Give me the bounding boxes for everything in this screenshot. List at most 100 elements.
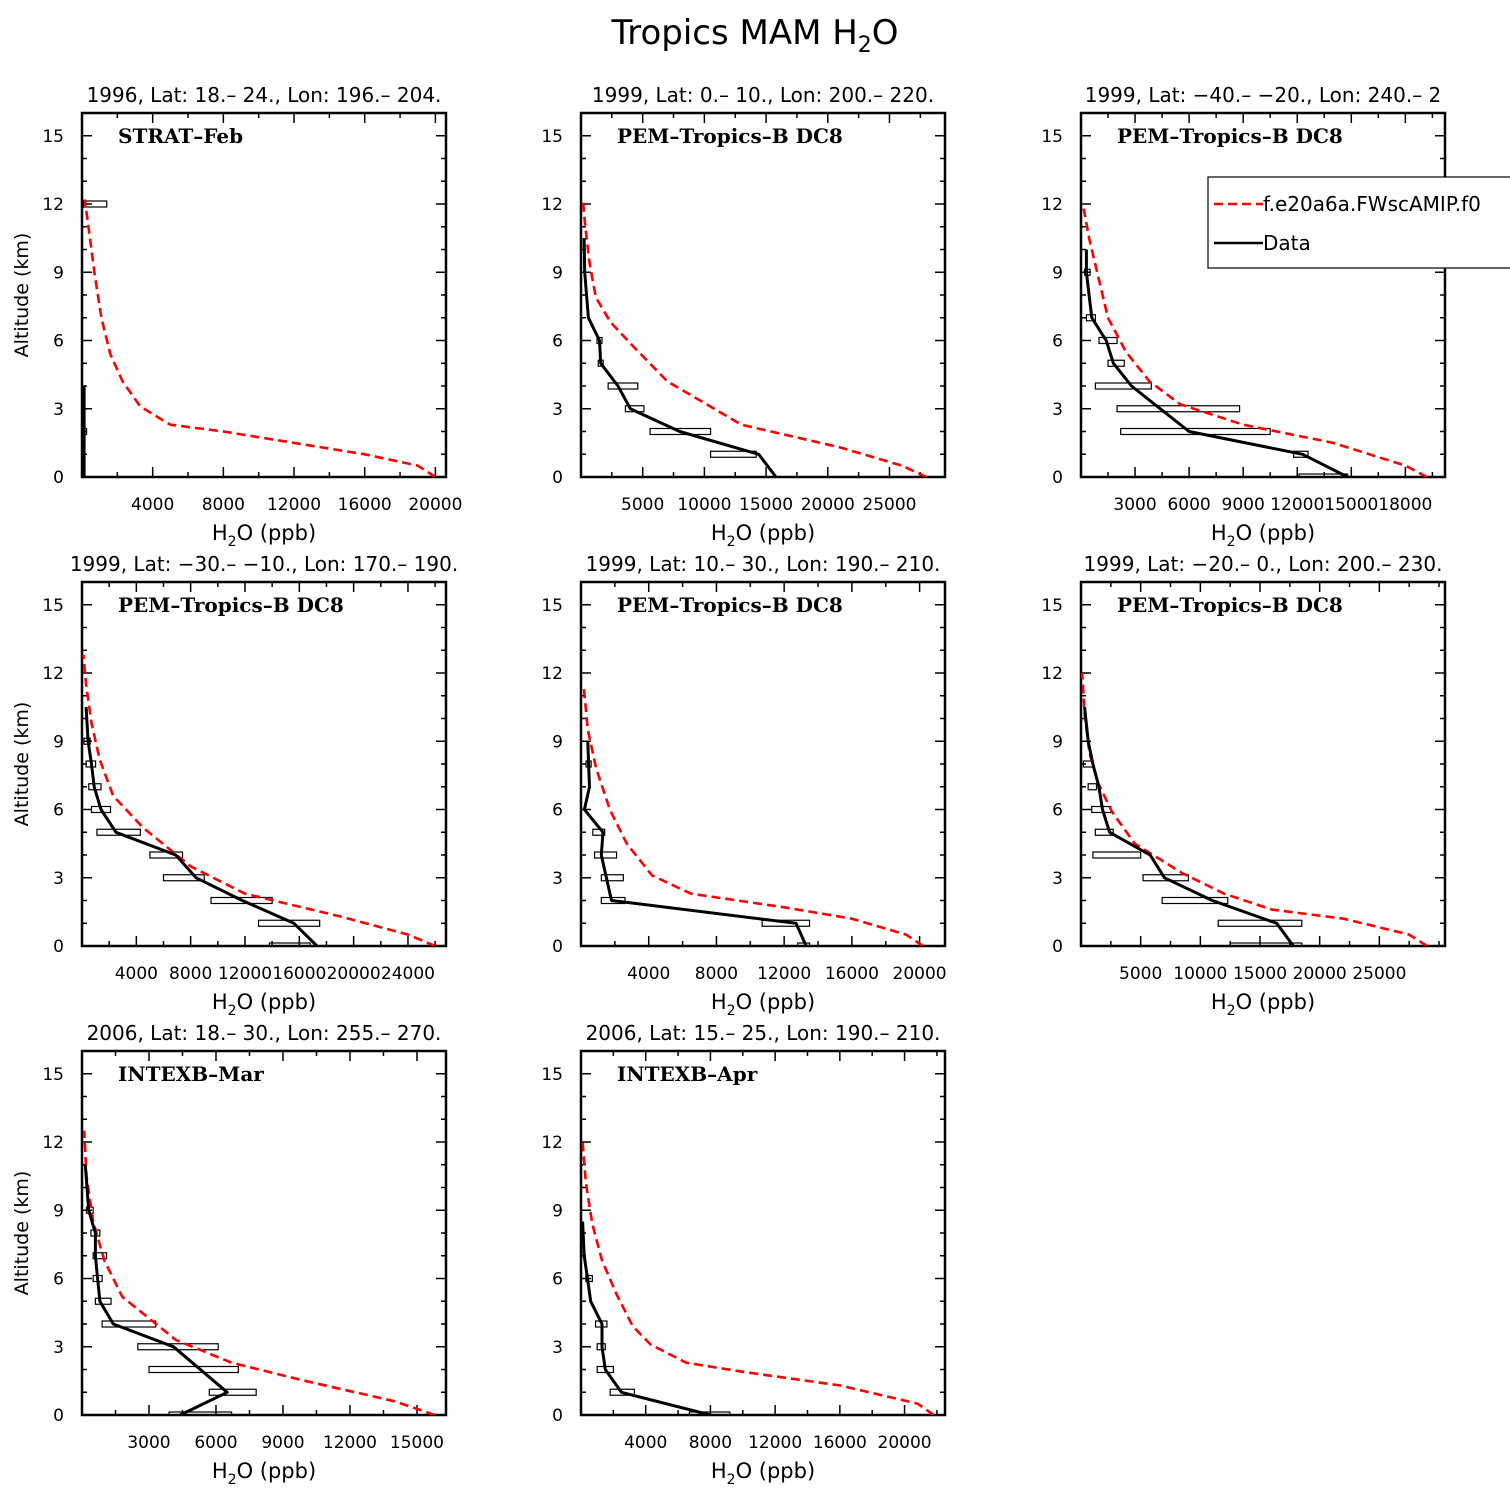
x-tick-label: 15000 [739,495,793,515]
plot-frame [579,580,947,948]
x-axis-label-sub: 2 [228,534,237,550]
panel-2: 0 3 6 9 12 15 5000 10000 15000 20000 25000 H2O (ppb… [541,83,947,550]
x-axis-label: H2O (ppb) [1211,521,1315,550]
x-tick-label: 5000 [1119,964,1162,984]
panel-subtitle: 1999, Lat: −40.– −20., Lon: 240.– 2 [1085,83,1442,107]
y-tick-label: 3 [53,400,64,420]
campaign-label: STRAT–Feb [118,124,243,148]
campaign-label: PEM–Tropics–B DC8 [1117,593,1343,617]
x-axis-label-main: H [1211,990,1227,1014]
data-profile-line [581,1221,711,1415]
x-tick-label: 24000 [381,964,435,984]
y-tick-label: 0 [1052,937,1063,957]
y-tick-label: 9 [53,263,64,283]
legend-label: f.e20a6a.FWscAMIP.f0 [1263,192,1481,216]
x-tick-label: 20000 [893,964,947,984]
panel-subtitle: 2006, Lat: 18.– 30., Lon: 255.– 270. [87,1021,442,1045]
x-tick-label: 12000 [1270,495,1324,515]
y-tick-label: 6 [552,332,563,352]
data-range-bar [208,1388,257,1396]
x-axis-label-tail: O (ppb) [1236,990,1316,1014]
x-tick-label: 4000 [115,964,158,984]
plot-area [582,684,924,946]
x-tick-label: 20000 [327,964,381,984]
y-tick-label: 9 [1052,732,1063,752]
data-range-bar [600,874,624,882]
campaign-label: INTEXB–Mar [118,1062,264,1086]
model-profile-line [82,654,436,946]
x-tick-label: 8000 [202,495,245,515]
y-tick-label: 9 [53,1201,64,1221]
x-axis-label-main: H [711,990,727,1014]
y-tick-label: 12 [42,1133,64,1153]
data-range-bar [1120,427,1271,436]
data-range-bar [1094,828,1114,836]
panel-1: 0 3 6 9 12 15 4000 8000 12000 16000 20000 H2O (ppb)… [11,83,462,550]
data-range-bar [96,828,142,836]
x-tick-label: 6000 [194,1433,237,1453]
x-axis-label-main: H [212,1459,228,1483]
x-tick-label: 12000 [218,964,272,984]
campaign-label: PEM–Tropics–B DC8 [1117,124,1343,148]
y-tick-label: 6 [1052,801,1063,821]
y-tick-label: 9 [1052,263,1063,283]
x-axis-label-tail: O (ppb) [736,1459,816,1483]
x-axis-label-main: H [212,521,228,545]
legend-label: Data [1263,231,1311,255]
data-range-bar [1094,382,1152,390]
x-axis-label-tail: O (ppb) [736,521,816,545]
y-tick-label: 9 [53,732,64,752]
plot-area [82,199,437,477]
campaign-label: PEM–Tropics–B DC8 [118,593,344,617]
data-range-bar [1092,851,1142,859]
x-axis-label-tail: O (ppb) [1236,521,1316,545]
x-axis-label-tail: O (ppb) [237,521,317,545]
panel-5: 0 3 6 9 12 15 4000 8000 12000 16000 20000 H2O (ppb)… [541,552,946,1019]
x-tick-label: 8000 [695,964,738,984]
y-tick-label: 12 [1041,195,1063,215]
x-axis-label-tail: O (ppb) [736,990,816,1014]
x-tick-label: 16000 [272,964,326,984]
y-tick-label: 0 [53,468,64,488]
model-profile-line [82,1130,436,1415]
y-tick-label: 9 [552,263,563,283]
y-tick-label: 12 [541,1133,563,1153]
data-profile-line [84,707,319,946]
x-axis-label-sub: 2 [1227,534,1236,550]
x-tick-label: 3000 [127,1433,170,1453]
x-tick-label: 8000 [689,1433,732,1453]
x-tick-label: 6000 [1167,495,1210,515]
data-range-bar [1298,473,1349,477]
data-range-bar [600,896,626,905]
data-range-bar [82,200,108,208]
data-range-bar [593,851,618,859]
data-range-bar [92,1252,108,1260]
y-tick-label: 0 [552,1406,563,1426]
data-range-bar [148,1365,239,1374]
panel-subtitle: 1999, Lat: −20.– 0., Lon: 200.– 230. [1084,552,1443,576]
x-tick-label: 15000 [1233,964,1287,984]
x-axis-label-tail: O (ppb) [237,990,317,1014]
plot-frame [1079,111,1447,479]
model-profile-line [83,199,437,477]
y-tick-label: 0 [53,937,64,957]
x-axis-label-sub: 2 [228,1472,237,1488]
x-tick-label: 10000 [1173,964,1227,984]
y-tick-label: 9 [552,1201,563,1221]
x-tick-label: 10000 [677,495,731,515]
model-profile-line [581,199,928,477]
y-tick-label: 0 [552,937,563,957]
plot-frame [80,580,448,948]
x-tick-label: 18000 [1378,495,1432,515]
panel-7: 0 3 6 9 12 15 3000 6000 9000 12000 15000 H2O (ppb) A… [11,1021,448,1488]
panel-subtitle: 1999, Lat: 0.– 10., Lon: 200.– 220. [592,83,934,107]
y-tick-label: 3 [1052,869,1063,889]
x-axis-label: H2O (ppb) [711,990,815,1019]
x-tick-label: 16000 [825,964,879,984]
data-range-bar [94,1297,112,1305]
y-tick-label: 12 [541,195,563,215]
x-tick-label: 25000 [1352,964,1406,984]
x-tick-label: 20000 [408,495,462,515]
x-axis-label-tail: O (ppb) [237,1459,317,1483]
plot-frame [80,1049,448,1417]
